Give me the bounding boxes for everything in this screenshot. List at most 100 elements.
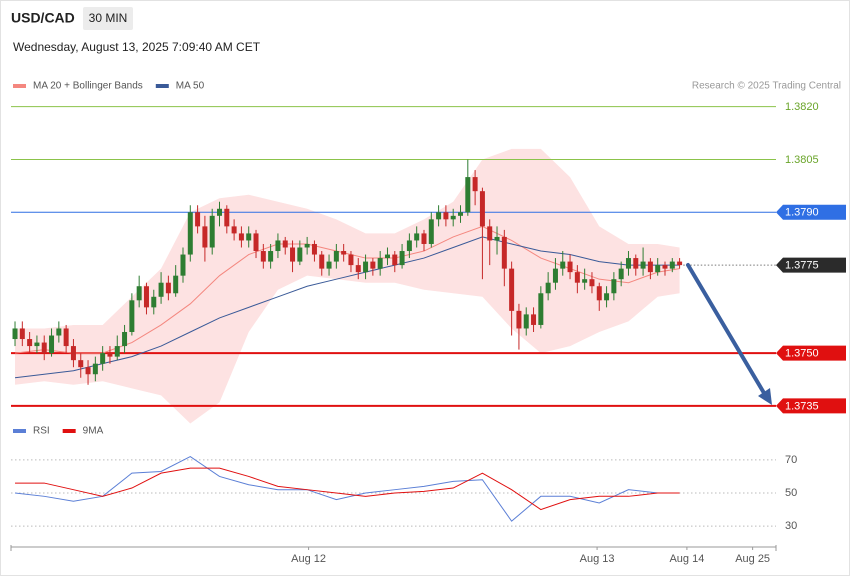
level-label: 1.3820 bbox=[785, 101, 819, 113]
legend-label: 9MA bbox=[83, 426, 104, 437]
legend-label: MA 50 bbox=[176, 81, 205, 92]
candle-body bbox=[304, 243, 310, 248]
candle-body bbox=[509, 268, 515, 311]
credit: Research © 2025 Trading Central bbox=[692, 81, 841, 92]
candle-body bbox=[85, 367, 91, 375]
candle-body bbox=[260, 251, 266, 262]
candle-body bbox=[531, 314, 537, 325]
candle-body bbox=[560, 261, 566, 269]
candle-body bbox=[56, 328, 62, 336]
candle-body bbox=[589, 279, 595, 287]
bollinger-band bbox=[15, 148, 680, 424]
candle-body bbox=[443, 212, 449, 220]
timeframe-badge bbox=[83, 7, 133, 30]
candle-body bbox=[122, 331, 128, 347]
candle-body bbox=[516, 310, 522, 329]
candle-body bbox=[180, 254, 186, 276]
candle-body bbox=[70, 346, 76, 361]
level-tag bbox=[776, 257, 846, 273]
candle-body bbox=[436, 212, 442, 220]
level-tag bbox=[776, 345, 846, 361]
candle-body bbox=[217, 208, 223, 216]
candle-body bbox=[246, 233, 252, 241]
candle-body bbox=[479, 191, 485, 227]
candle-body bbox=[596, 286, 602, 301]
candle-body bbox=[231, 226, 237, 234]
candle-body bbox=[625, 258, 631, 269]
symbol: USD/CAD bbox=[11, 10, 75, 26]
candle-body bbox=[92, 363, 98, 375]
candle-body bbox=[399, 251, 405, 266]
candle-body bbox=[538, 293, 544, 325]
y-tick-label: 30 bbox=[785, 520, 797, 532]
candle-body bbox=[384, 254, 390, 259]
candle-body bbox=[27, 339, 33, 347]
candle-body bbox=[472, 177, 478, 192]
datetime: Wednesday, August 13, 2025 7:09:40 AM CE… bbox=[13, 40, 261, 54]
candle-body bbox=[158, 282, 164, 297]
candle-body bbox=[151, 296, 157, 308]
y-tick-label: 50 bbox=[785, 487, 797, 499]
candle-body bbox=[136, 286, 142, 301]
level-label: 1.3750 bbox=[785, 348, 819, 360]
legend-swatch bbox=[13, 84, 26, 88]
level-label: 1.3775 bbox=[785, 260, 819, 272]
arrow-shaft bbox=[686, 263, 766, 395]
candle-body bbox=[487, 226, 493, 241]
price-panel: 1.3820 1.3805 1.3790 1.3775 1.3750 1.3735 MA 2… bbox=[11, 81, 846, 424]
candle-body bbox=[633, 258, 639, 269]
candle-body bbox=[290, 247, 296, 262]
arrow-head bbox=[758, 388, 772, 405]
candle-body bbox=[465, 177, 471, 213]
candle-body bbox=[552, 268, 558, 283]
candle-body bbox=[173, 275, 179, 294]
candle-body bbox=[355, 265, 361, 273]
candle-body bbox=[501, 236, 507, 269]
candle-body bbox=[129, 300, 135, 332]
candle-body bbox=[640, 261, 646, 269]
candle-body bbox=[12, 328, 18, 340]
rsi-line bbox=[15, 467, 680, 511]
legend-label: MA 20 + Bollinger Bands bbox=[33, 81, 143, 92]
forecast-arrow bbox=[686, 263, 772, 405]
candle-body bbox=[224, 208, 230, 227]
candle-body bbox=[450, 215, 456, 220]
candle-body bbox=[143, 286, 149, 308]
ma-line bbox=[14, 236, 680, 379]
candle-body bbox=[669, 261, 675, 269]
candle-body bbox=[392, 254, 398, 266]
x-tick-label: Aug 14 bbox=[669, 553, 704, 565]
candle-body bbox=[523, 314, 529, 329]
rsi-panel: 30 50 70 Aug 12 Aug 13 Aug 14 Aug 25 RSI 9MA bbox=[10, 426, 797, 565]
candle-body bbox=[297, 247, 303, 262]
candle-body bbox=[421, 233, 427, 244]
candle-body bbox=[253, 233, 259, 252]
candle-body bbox=[63, 328, 69, 347]
candle-body bbox=[202, 226, 208, 248]
candle-body bbox=[268, 251, 274, 262]
rsi-line bbox=[14, 456, 680, 522]
candle-body bbox=[414, 233, 420, 241]
candle-body bbox=[311, 243, 317, 255]
candle-body bbox=[195, 212, 201, 227]
level-label: 1.3790 bbox=[785, 207, 819, 219]
candle-body bbox=[428, 219, 434, 244]
candle-body bbox=[611, 279, 617, 294]
candle-body bbox=[100, 353, 106, 364]
legend-swatch bbox=[13, 429, 26, 433]
candle-body bbox=[406, 240, 412, 252]
candle-body bbox=[655, 265, 661, 273]
candle-body bbox=[377, 258, 383, 269]
x-tick-label: Aug 12 bbox=[291, 553, 326, 565]
legend-label: RSI bbox=[33, 426, 50, 437]
candle-body bbox=[326, 261, 332, 269]
candle-body bbox=[348, 254, 354, 266]
y-tick-label: 70 bbox=[785, 454, 797, 466]
legend-swatch bbox=[62, 429, 76, 433]
candle-body bbox=[494, 236, 500, 241]
candle-body bbox=[107, 353, 113, 357]
candle-body bbox=[370, 261, 376, 269]
candle-body bbox=[34, 342, 40, 347]
